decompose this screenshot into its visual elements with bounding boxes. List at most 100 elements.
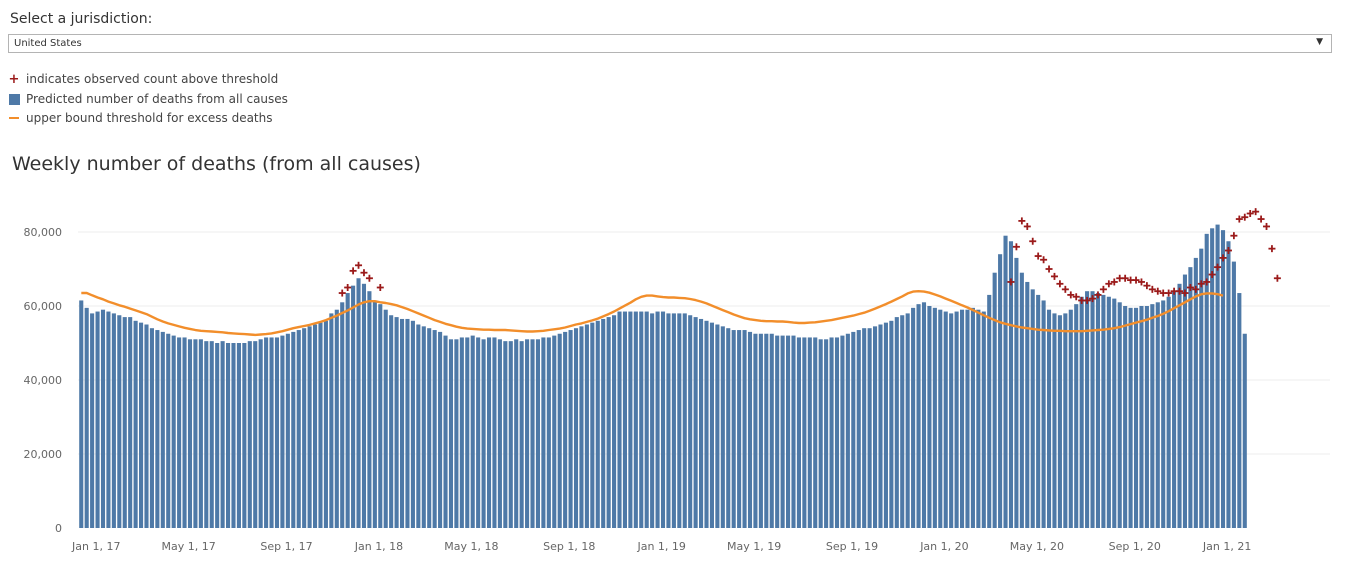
bar-predicted-deaths	[1220, 230, 1226, 528]
bar-predicted-deaths	[264, 337, 269, 528]
bar-predicted-deaths	[182, 337, 187, 528]
bar-predicted-deaths	[438, 331, 443, 528]
bar-predicted-deaths	[1210, 228, 1215, 529]
bar-predicted-deaths	[1161, 300, 1166, 528]
bar-predicted-deaths	[378, 304, 383, 528]
above-threshold-marker	[1105, 280, 1113, 288]
bar-predicted-deaths	[786, 335, 791, 528]
bar-predicted-deaths	[916, 304, 921, 528]
bar-predicted-deaths	[775, 335, 780, 528]
bar-predicted-deaths	[312, 324, 318, 528]
bar-predicted-deaths	[1063, 313, 1068, 528]
bar-predicted-deaths	[1139, 306, 1144, 528]
bar-predicted-deaths	[998, 254, 1003, 528]
x-tick-label: Jan 1, 19	[636, 540, 685, 553]
bar-predicted-deaths	[508, 341, 513, 528]
above-threshold-marker	[376, 284, 384, 291]
bar-predicted-deaths	[231, 343, 236, 528]
bar-predicted-deaths	[410, 320, 415, 528]
above-threshold-marker	[1263, 222, 1271, 230]
bar-predicted-deaths	[970, 307, 975, 528]
above-threshold-marker	[1241, 213, 1249, 221]
bar-predicted-deaths	[900, 315, 905, 528]
x-tick-label: May 1, 19	[727, 540, 781, 553]
bar-predicted-deaths	[987, 294, 992, 528]
bar-predicted-deaths	[1177, 283, 1182, 528]
bar-predicted-deaths	[764, 333, 769, 528]
above-threshold-marker	[1154, 287, 1162, 295]
bar-predicted-deaths	[356, 278, 361, 528]
bar-predicted-deaths	[155, 330, 160, 528]
bar-predicted-deaths	[84, 307, 89, 528]
bar-predicted-deaths	[465, 337, 470, 528]
jurisdiction-label: Select a jurisdiction:	[10, 11, 153, 27]
bar-predicted-deaths	[144, 324, 149, 528]
above-threshold-marker	[1023, 222, 1031, 230]
bar-predicted-deaths	[1068, 309, 1073, 528]
legend-label: upper bound threshold for excess deaths	[26, 111, 273, 125]
bar-predicted-deaths	[932, 307, 937, 528]
above-threshold-marker	[338, 289, 346, 297]
bar-predicted-deaths	[889, 320, 894, 528]
legend-label: indicates observed count above threshold	[26, 72, 279, 86]
bar-predicted-deaths	[905, 313, 910, 528]
above-threshold-marker	[1056, 280, 1064, 288]
above-threshold-marker	[1219, 254, 1227, 262]
bar-predicted-deaths	[862, 328, 867, 528]
bar-predicted-deaths	[834, 337, 840, 528]
above-threshold-marker	[1067, 291, 1075, 299]
bar-predicted-deaths	[470, 335, 475, 528]
bar-predicted-deaths	[399, 318, 405, 528]
above-threshold-marker	[1148, 285, 1156, 293]
jurisdiction-select[interactable]: United States ▼	[8, 34, 1332, 53]
bar-predicted-deaths	[459, 337, 464, 528]
bar-predicted-deaths	[1199, 248, 1204, 528]
bar-predicted-deaths	[1215, 224, 1220, 528]
bar-predicted-deaths	[361, 283, 367, 528]
bar-predicted-deaths	[704, 320, 709, 528]
above-threshold-marker	[1029, 237, 1037, 245]
bar-predicted-deaths	[949, 313, 954, 528]
bar-predicted-deaths	[274, 337, 280, 528]
bar-predicted-deaths	[307, 326, 312, 528]
above-threshold-marker	[1224, 247, 1232, 254]
bar-predicted-deaths	[720, 326, 725, 528]
bar-predicted-deaths	[1074, 304, 1079, 528]
bar-predicted-deaths	[851, 331, 856, 528]
bar-predicted-deaths	[927, 306, 932, 528]
bar-predicted-deaths	[981, 311, 986, 528]
bar-predicted-deaths	[737, 330, 742, 528]
bar-predicted-deaths	[1166, 296, 1171, 528]
above-threshold-marker	[1045, 265, 1053, 273]
above-threshold-marker	[1176, 287, 1184, 295]
bar-predicted-deaths	[247, 341, 252, 528]
bar-predicted-deaths	[688, 315, 693, 528]
bar-predicted-deaths	[253, 341, 258, 528]
bar-predicted-deaths	[122, 317, 127, 528]
bar-predicted-deaths	[514, 339, 519, 528]
x-tick-label: Jan 1, 20	[919, 540, 968, 553]
above-threshold-marker	[1203, 278, 1211, 286]
bar-predicted-deaths	[280, 335, 285, 528]
bar-predicted-deaths	[633, 311, 638, 528]
bar-predicted-deaths	[622, 311, 627, 528]
bar-predicted-deaths	[95, 311, 100, 528]
bar-predicted-deaths	[992, 272, 997, 528]
bar-predicted-deaths	[394, 317, 399, 528]
bar-predicted-deaths	[443, 335, 448, 528]
x-tick-label: Sep 1, 20	[1109, 540, 1161, 553]
bar-predicted-deaths	[1041, 300, 1046, 528]
bar-predicted-deaths	[215, 343, 220, 528]
bar-predicted-deaths	[660, 311, 666, 528]
bar-predicted-deaths	[650, 313, 655, 528]
y-tick-label: 40,000	[24, 374, 63, 387]
bar-predicted-deaths	[628, 311, 633, 528]
bar-predicted-deaths	[1095, 293, 1101, 528]
y-tick-label: 60,000	[24, 300, 63, 313]
bar-predicted-deaths	[79, 300, 84, 528]
bar-predicted-deaths	[791, 335, 796, 528]
bar-predicted-deaths	[1204, 233, 1209, 528]
x-tick-label: Sep 1, 19	[826, 540, 878, 553]
bar-predicted-deaths	[796, 337, 801, 528]
bar-predicted-deaths	[1237, 293, 1242, 528]
